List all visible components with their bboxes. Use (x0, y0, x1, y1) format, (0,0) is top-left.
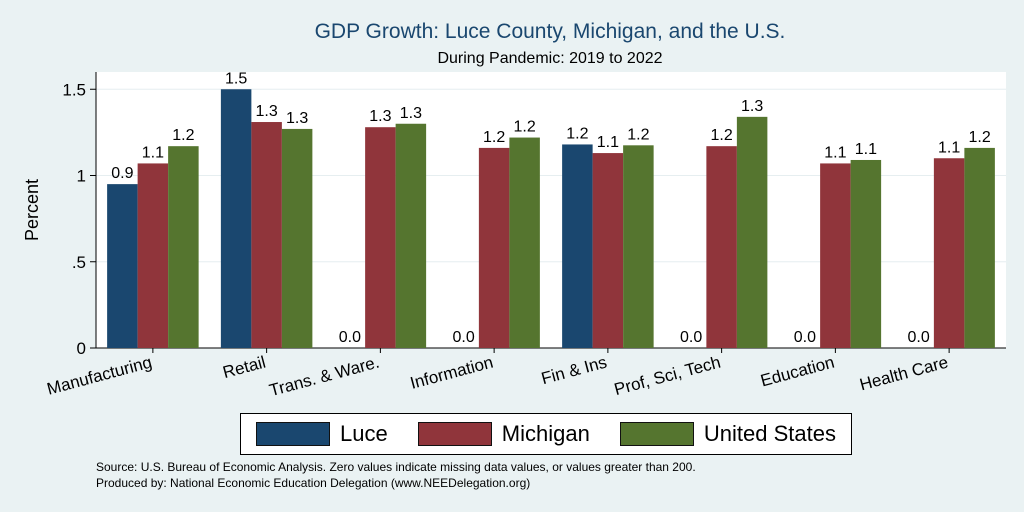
data-label-michigan-retail: 1.3 (256, 103, 278, 120)
chart-title: GDP Growth: Luce County, Michigan, and t… (314, 20, 786, 43)
bar-chart: 0 .5 1 1.5 Percent 0.9 1.1 1.2 Manufacturing 1.5 1… (22, 70, 1006, 401)
data-label-michigan-education: 1.1 (824, 144, 846, 161)
bar-luce-fin-ins (562, 144, 593, 348)
y-tick-label: .5 (72, 253, 86, 272)
produced-by-note: Produced by: National Economic Education… (96, 476, 531, 490)
bar-united-states-manufacturing (168, 146, 199, 348)
y-tick-label: 1.5 (62, 80, 86, 99)
bar-michigan-education (820, 163, 851, 348)
bar-luce-manufacturing (107, 184, 138, 348)
data-label-united-states-health-care: 1.2 (969, 129, 991, 146)
data-label-united-states-manufacturing: 1.2 (172, 127, 194, 144)
bar-united-states-health-care (964, 147, 995, 348)
data-label-united-states-prof-sci-tech: 1.3 (741, 98, 763, 115)
data-label-michigan-information: 1.2 (483, 129, 505, 146)
x-tick-label: Trans. & Ware. (267, 353, 381, 401)
bar-united-states-retail (281, 128, 313, 348)
data-label-michigan-fin-ins: 1.1 (597, 134, 619, 151)
y-axis-label: Percent (22, 179, 42, 241)
data-label-united-states-information: 1.2 (514, 119, 536, 136)
bar-united-states-trans-ware (395, 123, 427, 348)
data-label-michigan-manufacturing: 1.1 (142, 144, 164, 161)
x-tick-label: Information (408, 353, 495, 393)
data-label-luce-prof-sci-tech: 0.0 (680, 329, 702, 346)
data-label-united-states-retail: 1.3 (286, 110, 308, 127)
legend-label-united-states: United States (703, 421, 836, 446)
bar-michigan-health-care (933, 158, 965, 348)
x-tick-label: Prof, Sci, Tech (612, 353, 722, 400)
legend-label-michigan: Michigan (501, 421, 590, 446)
legend-item-michigan: Michigan (417, 421, 590, 447)
legend-label-luce: Luce (340, 421, 388, 446)
data-label-luce-retail: 1.5 (225, 70, 247, 87)
x-tick-label: Manufacturing (45, 353, 154, 399)
data-label-luce-information: 0.0 (453, 329, 475, 346)
legend-swatch-luce (256, 422, 331, 446)
x-tick-label: Retail (221, 353, 268, 383)
x-tick-label: Health Care (858, 353, 951, 395)
data-label-luce-fin-ins: 1.2 (566, 125, 588, 142)
bar-michigan-fin-ins (592, 153, 624, 348)
data-label-united-states-fin-ins: 1.2 (627, 126, 649, 143)
bar-united-states-fin-ins (623, 145, 654, 348)
data-label-united-states-education: 1.1 (855, 141, 877, 158)
y-tick-label: 0 (77, 339, 86, 358)
x-tick-label: Education (758, 353, 836, 391)
bar-united-states-information (509, 137, 540, 348)
bar-michigan-information (478, 147, 510, 348)
bar-michigan-trans-ware (365, 127, 396, 348)
data-label-luce-health-care: 0.0 (908, 329, 930, 346)
bar-luce-retail (220, 89, 252, 348)
legend-item-luce: Luce (256, 421, 388, 447)
legend-swatch-united-states (619, 422, 694, 446)
data-label-michigan-health-care: 1.1 (938, 139, 960, 156)
data-label-united-states-trans-ware: 1.3 (400, 105, 422, 122)
x-tick-label: Fin & Ins (539, 353, 609, 389)
bar-united-states-education (850, 159, 882, 348)
data-label-luce-manufacturing: 0.9 (111, 165, 133, 182)
bar-michigan-prof-sci-tech (706, 146, 737, 348)
data-label-michigan-prof-sci-tech: 1.2 (711, 127, 733, 144)
data-label-michigan-trans-ware: 1.3 (369, 108, 391, 125)
legend-swatch-michigan (417, 422, 492, 446)
bar-michigan-retail (251, 122, 282, 349)
chart-subtitle: During Pandemic: 2019 to 2022 (437, 50, 663, 67)
chart-legend: Luce Michigan United States (240, 413, 852, 455)
data-label-luce-education: 0.0 (794, 329, 816, 346)
bar-united-states-prof-sci-tech (736, 116, 768, 348)
data-label-luce-trans-ware: 0.0 (339, 329, 361, 346)
source-note: Source: U.S. Bureau of Economic Analysis… (96, 460, 696, 474)
legend-item-united-states: United States (619, 421, 836, 447)
y-tick-label: 1 (77, 167, 86, 186)
bar-michigan-manufacturing (137, 163, 169, 348)
